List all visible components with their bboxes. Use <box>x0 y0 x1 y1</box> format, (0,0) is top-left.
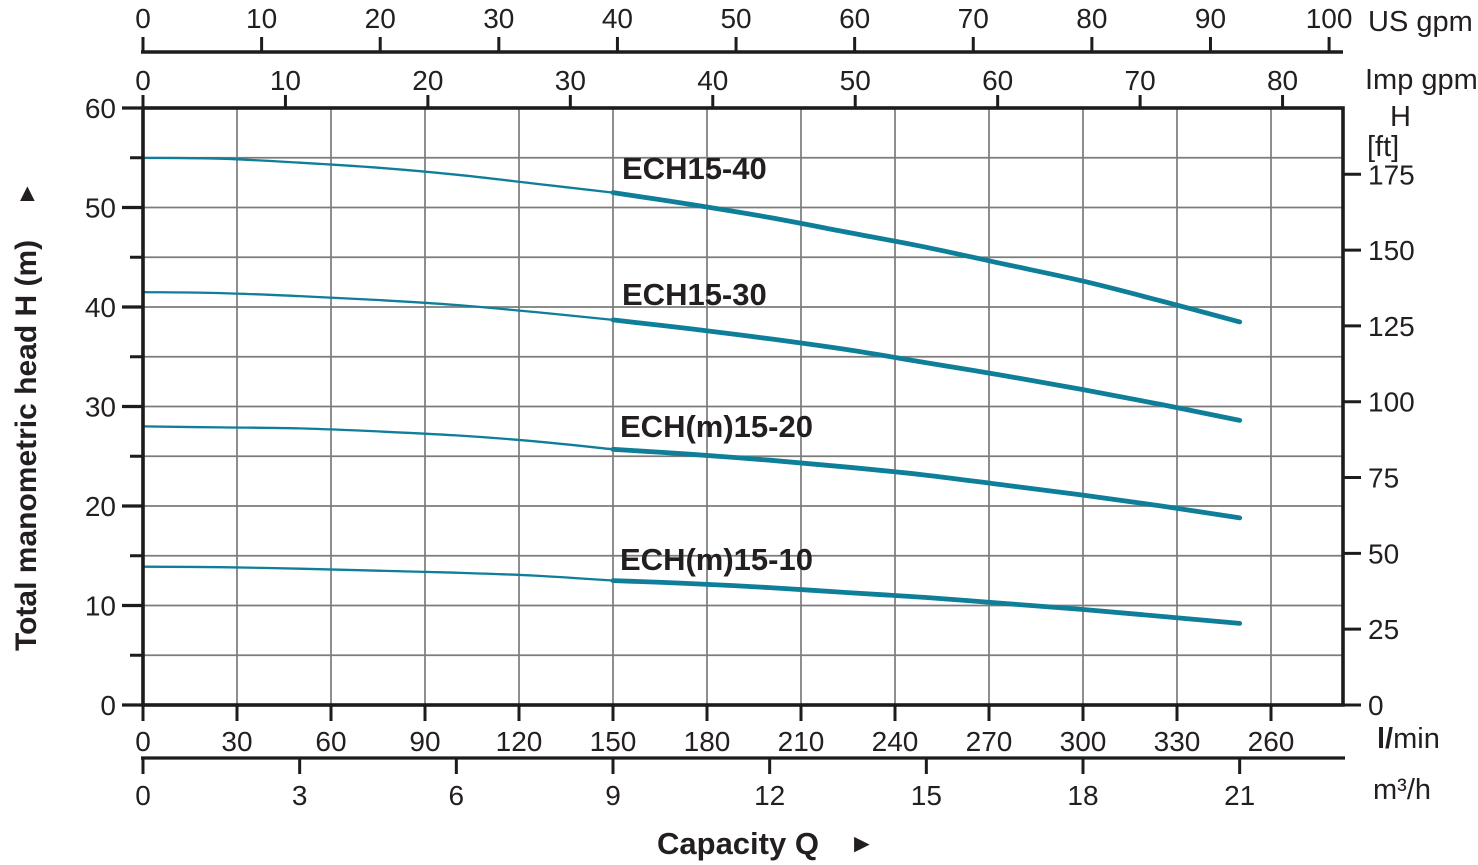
tick-label: 75 <box>1368 463 1399 494</box>
tick-label: 80 <box>1267 65 1298 96</box>
tick-label: 70 <box>958 3 989 34</box>
tick-label: 30 <box>85 392 116 423</box>
tick-label: 10 <box>270 65 301 96</box>
curve-ECH(m)15-20 <box>141 425 1243 521</box>
x-axis-m3h: 0 3 6 9 12 15 18 21 <box>135 758 1255 811</box>
tick-label: 0 <box>1368 690 1384 721</box>
tick-label: 30 <box>483 3 514 34</box>
curve-label-ech15-30: ECH15-30 <box>622 277 767 312</box>
us-gpm-unit-label: US gpm <box>1368 6 1473 38</box>
imp-gpm-unit-label: Imp gpm <box>1365 64 1478 96</box>
curve-segment-thin <box>141 290 615 322</box>
tick-label: 3 <box>292 780 308 811</box>
tick-label: 50 <box>1368 538 1399 569</box>
curve-segment-thin <box>141 425 615 451</box>
tick-label: 0 <box>135 3 151 34</box>
tick-label: 90 <box>409 726 440 757</box>
tick-label: 300 <box>1060 726 1107 757</box>
y-axis-feet: 0 25 50 75 100 125 150 175 <box>1343 159 1415 721</box>
tick-label: 50 <box>720 3 751 34</box>
tick-label: 150 <box>590 726 637 757</box>
tick-label: 60 <box>839 3 870 34</box>
m3h-unit-label: m³/h <box>1373 774 1431 806</box>
capacity-label: Capacity Q <box>657 826 819 861</box>
curve-label-echm15-20: ECH(m)15-20 <box>620 409 813 444</box>
curve-label-echm15-10: ECH(m)15-10 <box>620 542 813 577</box>
curve-segment-thin <box>141 565 615 582</box>
tick-label: 20 <box>365 3 396 34</box>
tick-label: 50 <box>85 193 116 224</box>
tick-label: 100 <box>1306 3 1353 34</box>
tick-label: 270 <box>966 726 1013 757</box>
tick-label: 150 <box>1368 235 1415 266</box>
tick-label: 18 <box>1067 780 1098 811</box>
lmin-unit-label: l/min <box>1377 723 1440 755</box>
tick-label: 12 <box>754 780 785 811</box>
right-axis-ft-label: [ft] <box>1367 131 1400 163</box>
tick-label: 175 <box>1368 159 1415 190</box>
tick-label: 6 <box>449 780 465 811</box>
tick-label: 100 <box>1368 387 1415 418</box>
tick-label: 10 <box>246 3 277 34</box>
tick-label: 40 <box>85 292 116 323</box>
curve-ECH15-30 <box>141 290 1243 423</box>
curve-ECH(m)15-10 <box>141 565 1243 626</box>
tick-label: 21 <box>1224 780 1255 811</box>
curve-segment-thick <box>610 446 1243 521</box>
tick-label: 40 <box>602 3 633 34</box>
x-axis-us-gpm: 0 10 20 30 40 50 60 70 80 90 100 <box>135 3 1352 52</box>
y-axis-title: Total manometric head H (m) <box>10 239 43 651</box>
y-axis-meters: 0 10 20 30 40 50 60 <box>85 93 143 721</box>
right-axis-h-label: H <box>1390 101 1411 133</box>
tick-label: 330 <box>1154 726 1201 757</box>
tick-label: 20 <box>412 65 443 96</box>
tick-label: 10 <box>85 591 116 622</box>
tick-label: 260 <box>1248 726 1295 757</box>
y-axis-up-arrow-icon: ▲ <box>15 179 40 207</box>
curve-segment-thick <box>610 578 1243 626</box>
tick-label: 0 <box>135 726 151 757</box>
tick-label: 0 <box>135 780 151 811</box>
curve-segment-thick <box>610 317 1243 423</box>
tick-label: 9 <box>605 780 621 811</box>
tick-label: 180 <box>684 726 731 757</box>
tick-label: 15 <box>911 780 942 811</box>
capacity-right-arrow-icon: ► <box>848 828 875 858</box>
tick-label: 0 <box>135 65 151 96</box>
tick-label: 50 <box>840 65 871 96</box>
tick-label: 70 <box>1125 65 1156 96</box>
tick-label: 80 <box>1076 3 1107 34</box>
curve-ECH15-40 <box>141 156 1243 325</box>
tick-label: 125 <box>1368 311 1415 342</box>
tick-label: 60 <box>315 726 346 757</box>
tick-label: 120 <box>496 726 543 757</box>
tick-label: 25 <box>1368 614 1399 645</box>
x-axis-lmin: 0 30 60 90 120 150 180 210 240 270 300 330 260 <box>135 705 1294 757</box>
tick-label: 240 <box>872 726 919 757</box>
curve-segment-thin <box>141 156 615 194</box>
curve-label-ech15-40: ECH15-40 <box>622 151 767 186</box>
tick-label: 60 <box>85 93 116 124</box>
tick-label: 20 <box>85 491 116 522</box>
tick-label: 40 <box>697 65 728 96</box>
x-axis-title: Capacity Q ► <box>657 826 875 862</box>
tick-label: 60 <box>982 65 1013 96</box>
tick-label: 30 <box>555 65 586 96</box>
tick-label: 90 <box>1195 3 1226 34</box>
x-axis-imp-gpm: 0 10 20 30 40 50 60 70 80 <box>135 65 1298 108</box>
tick-label: 30 <box>221 726 252 757</box>
tick-label: 0 <box>100 690 116 721</box>
tick-label: 210 <box>778 726 825 757</box>
curve-segment-thick <box>610 190 1243 325</box>
